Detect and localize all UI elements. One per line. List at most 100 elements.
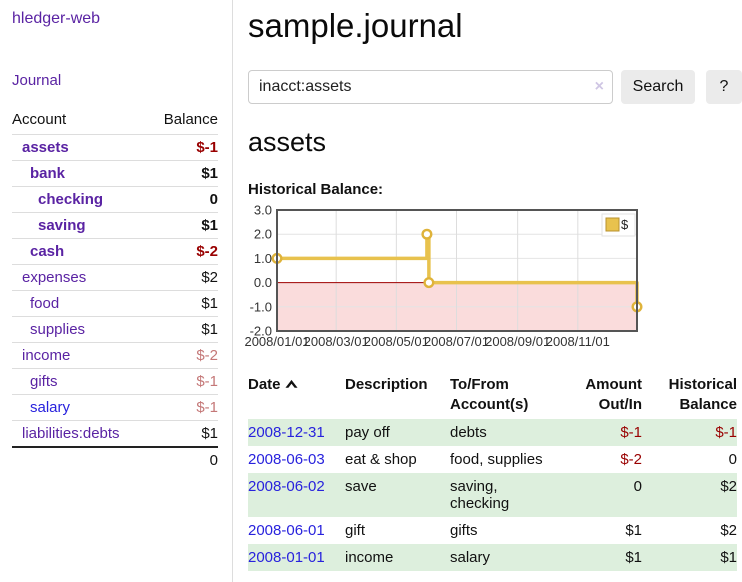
historical-balance-header: Historical Balance [668,376,737,413]
transaction-balance: $2 [720,478,737,495]
svg-text:1.0: 1.0 [254,251,272,266]
transaction-accounts: food, supplies [450,451,543,468]
transactions-table: Date Description To/From Account(s) Amou… [248,371,737,571]
account-balance: 0 [148,186,218,213]
account-balance: $-1 [148,368,218,395]
account-link-gifts[interactable]: gifts [30,373,58,390]
svg-text:-2.0: -2.0 [250,324,272,339]
transaction-amount: $1 [625,549,642,566]
svg-text:-1.0: -1.0 [250,299,272,314]
transaction-balance: 0 [728,451,737,468]
transaction-balance: $1 [720,549,737,566]
main-content: sample.journal × Search ? assets Histori… [244,0,742,571]
accounts-column-header: Account [12,111,67,128]
transaction-accounts: gifts [450,522,478,539]
account-row: gifts $-1 [12,368,218,395]
page-title: sample.journal [248,7,463,44]
transaction-date-link[interactable]: 2008-06-01 [248,522,325,539]
search-input[interactable] [248,70,613,104]
transaction-date-link[interactable]: 2008-12-31 [248,424,325,441]
account-link-liabilities-debts[interactable]: liabilities:debts [22,425,120,442]
account-row: expenses $2 [12,264,218,291]
account-link-saving[interactable]: saving [38,217,86,234]
transaction-amount: 0 [633,478,642,495]
clear-search-icon[interactable]: × [594,78,604,95]
sort-by-date-header[interactable]: Date [248,371,345,419]
accounts-total: 0 [148,446,218,473]
account-link-salary[interactable]: salary [30,399,71,416]
account-link-assets[interactable]: assets [22,139,69,156]
account-balance: $-2 [148,238,218,265]
transaction-accounts: salary [450,549,491,566]
tofrom-header: To/From Account(s) [450,376,529,413]
svg-text:$: $ [621,217,629,232]
account-balance: $1 [148,160,218,187]
account-row: assets $-1 [12,134,218,161]
account-link-food[interactable]: food [30,295,60,312]
account-balance: $-2 [148,342,218,369]
account-balance: $2 [148,264,218,291]
account-row: liabilities:debts $1 [12,420,218,447]
transaction-balance: $2 [720,522,737,539]
transaction-date-link[interactable]: 2008-06-02 [248,478,325,495]
account-link-bank[interactable]: bank [30,165,66,182]
svg-text:2008/07/01: 2008/07/01 [424,334,489,349]
transaction-row: 2008-06-01 gift gifts $1 $2 [248,517,737,544]
transaction-description: income [345,549,394,566]
transaction-accounts: saving, checking [450,478,510,512]
search-form: × Search ? [248,70,742,104]
app-title-link[interactable]: hledger-web [12,10,101,27]
account-page-title: assets [248,127,327,157]
transaction-date-link[interactable]: 2008-01-01 [248,549,325,566]
transaction-description: pay off [345,424,390,441]
svg-text:0.0: 0.0 [254,275,272,290]
balance-column-header: Balance [163,111,218,128]
svg-text:2008/11/01: 2008/11/01 [546,334,610,349]
account-row: checking 0 [12,186,218,213]
description-header: Description [345,376,428,393]
svg-text:2.0: 2.0 [254,227,272,242]
sort-ascending-icon [284,376,298,396]
accounts-total-row: 0 [12,446,218,473]
transaction-description: gift [345,522,366,539]
transaction-row: 2008-12-31 pay off debts $-1 $-1 [248,419,737,446]
account-row: supplies $1 [12,316,218,343]
svg-text:3.0: 3.0 [254,203,272,218]
account-row: income $-2 [12,342,218,369]
search-button[interactable]: Search [621,70,695,104]
chart-heading: Historical Balance: [248,181,384,198]
account-row: saving $1 [12,212,218,239]
accounts-table: Account Balance assets $-1 bank $1 check… [12,108,218,473]
transaction-row: 2008-01-01 income salary $1 $1 [248,544,737,571]
account-balance: $-1 [148,394,218,421]
account-row: food $1 [12,290,218,317]
account-link-supplies[interactable]: supplies [30,321,86,338]
account-link-cash[interactable]: cash [30,243,65,260]
account-balance: $1 [148,290,218,317]
transaction-amount: $-1 [620,424,642,441]
svg-text:2008/03/01: 2008/03/01 [304,334,369,349]
transaction-row: 2008-06-02 save saving, checking 0 $2 [248,473,737,517]
help-button[interactable]: ? [706,70,742,104]
sidebar-item-journal[interactable]: Journal [12,72,62,89]
transaction-balance: $-1 [715,424,737,441]
account-balance: $1 [148,212,218,239]
svg-text:2008/05/01: 2008/05/01 [364,334,429,349]
account-balance: $1 [148,316,218,343]
transaction-date-link[interactable]: 2008-06-03 [248,451,325,468]
account-link-income[interactable]: income [22,347,71,364]
historical-balance-chart: $3.0 2.0 1.0 0.0 -1.0 -2.02008/01/012008/03/0… [244,203,643,349]
account-row: bank $1 [12,160,218,187]
account-link-checking[interactable]: checking [38,191,104,208]
transaction-description: save [345,478,377,495]
account-link-expenses[interactable]: expenses [22,269,87,286]
transaction-description: eat & shop [345,451,417,468]
transaction-row: 2008-06-03 eat & shop food, supplies $-2… [248,446,737,473]
svg-text:2008/01/01: 2008/01/01 [244,334,309,349]
transaction-amount: $-2 [620,451,642,468]
transactions-header-row: Date Description To/From Account(s) Amou… [248,371,737,419]
account-balance: $-1 [148,134,218,161]
transaction-accounts: debts [450,424,487,441]
transaction-amount: $1 [625,522,642,539]
svg-text:2008/09/01: 2008/09/01 [485,334,550,349]
